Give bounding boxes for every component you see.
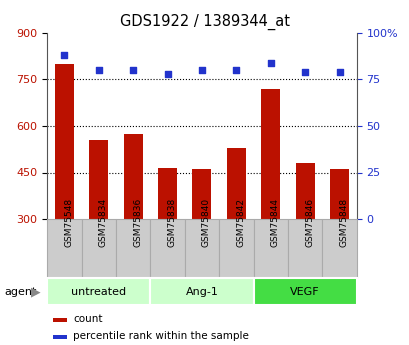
FancyBboxPatch shape	[218, 219, 253, 278]
Point	[232, 67, 239, 73]
Text: GDS1922 / 1389344_at: GDS1922 / 1389344_at	[120, 14, 289, 30]
Bar	[226, 148, 245, 219]
FancyBboxPatch shape	[47, 219, 81, 278]
Text: GSM75840: GSM75840	[201, 197, 210, 247]
Point	[130, 67, 136, 73]
Bar	[295, 163, 314, 219]
FancyBboxPatch shape	[184, 219, 218, 278]
Bar	[192, 169, 211, 219]
Point	[198, 67, 204, 73]
Text: count: count	[73, 314, 103, 324]
Text: percentile rank within the sample: percentile rank within the sample	[73, 331, 249, 341]
FancyBboxPatch shape	[253, 219, 287, 278]
Text: GSM75548: GSM75548	[64, 197, 73, 247]
Bar	[55, 64, 74, 219]
Bar	[329, 169, 348, 219]
Text: GSM75844: GSM75844	[270, 197, 279, 247]
Bar	[89, 140, 108, 219]
Text: agent: agent	[4, 287, 36, 296]
Point	[95, 67, 102, 73]
Point	[301, 69, 308, 75]
FancyBboxPatch shape	[287, 219, 321, 278]
Text: untreated: untreated	[71, 287, 126, 296]
Point	[61, 52, 67, 58]
Text: ▶: ▶	[31, 285, 40, 298]
FancyBboxPatch shape	[81, 219, 116, 278]
Bar	[261, 89, 279, 219]
Point	[164, 71, 171, 77]
Text: GSM75838: GSM75838	[167, 197, 176, 247]
Bar	[53, 335, 67, 339]
FancyBboxPatch shape	[150, 278, 253, 305]
Text: GSM75846: GSM75846	[304, 197, 313, 247]
Text: VEGF: VEGF	[290, 287, 319, 296]
FancyBboxPatch shape	[150, 219, 184, 278]
Text: GSM75836: GSM75836	[133, 197, 142, 247]
Bar	[124, 134, 142, 219]
Point	[335, 69, 342, 75]
FancyBboxPatch shape	[47, 278, 150, 305]
FancyBboxPatch shape	[116, 219, 150, 278]
FancyBboxPatch shape	[253, 278, 356, 305]
Bar	[53, 318, 67, 322]
Bar	[158, 168, 177, 219]
FancyBboxPatch shape	[321, 219, 356, 278]
Text: GSM75848: GSM75848	[339, 197, 348, 247]
Text: GSM75842: GSM75842	[236, 197, 245, 247]
Text: GSM75834: GSM75834	[99, 197, 108, 247]
Point	[267, 60, 273, 65]
Text: Ang-1: Ang-1	[185, 287, 218, 296]
